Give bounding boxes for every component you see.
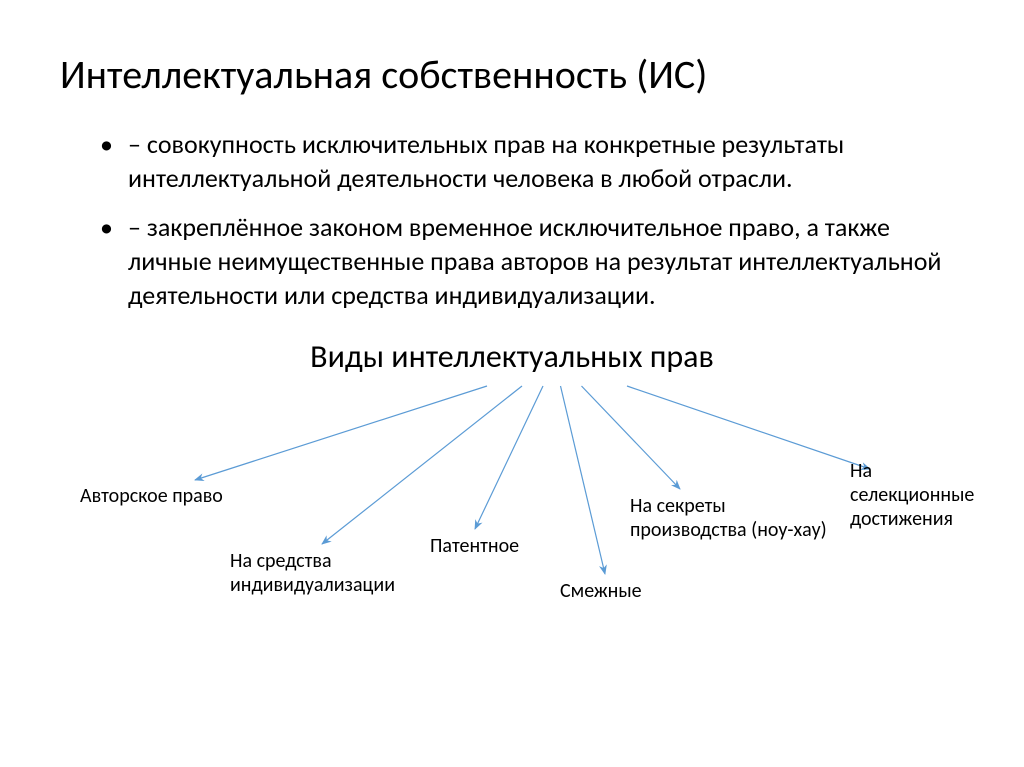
diagram-node: Авторское право [80,484,223,508]
bullet-list: – совокупность исключительных прав на ко… [100,127,964,313]
diagram-node: Смежные [560,579,642,603]
arrow-line [582,386,681,489]
diagram-node: На селекционные достижения [850,459,974,531]
arrow-line [195,386,487,480]
diagram-node: Патентное [430,534,519,558]
arrow-line [627,386,870,469]
arrow-group [195,386,870,574]
slide-title: Интеллектуальная собственность (ИС) [60,50,964,99]
diagram-node: На секреты производства (ноу-хау) [630,494,827,542]
arrow-line [561,386,606,574]
bullet-item: – совокупность исключительных прав на ко… [100,127,964,196]
slide: Интеллектуальная собственность (ИС) – со… [0,0,1024,767]
arrow-line [475,386,543,529]
diagram-title: Виды интеллектуальных прав [60,337,964,376]
arrow-line [322,386,522,544]
diagram-node: На средства индивидуализации [230,549,395,597]
bullet-item: – закреплённое законом временное исключи… [100,210,964,313]
diagram-container: Авторское право На средства индивидуализа… [60,384,964,614]
